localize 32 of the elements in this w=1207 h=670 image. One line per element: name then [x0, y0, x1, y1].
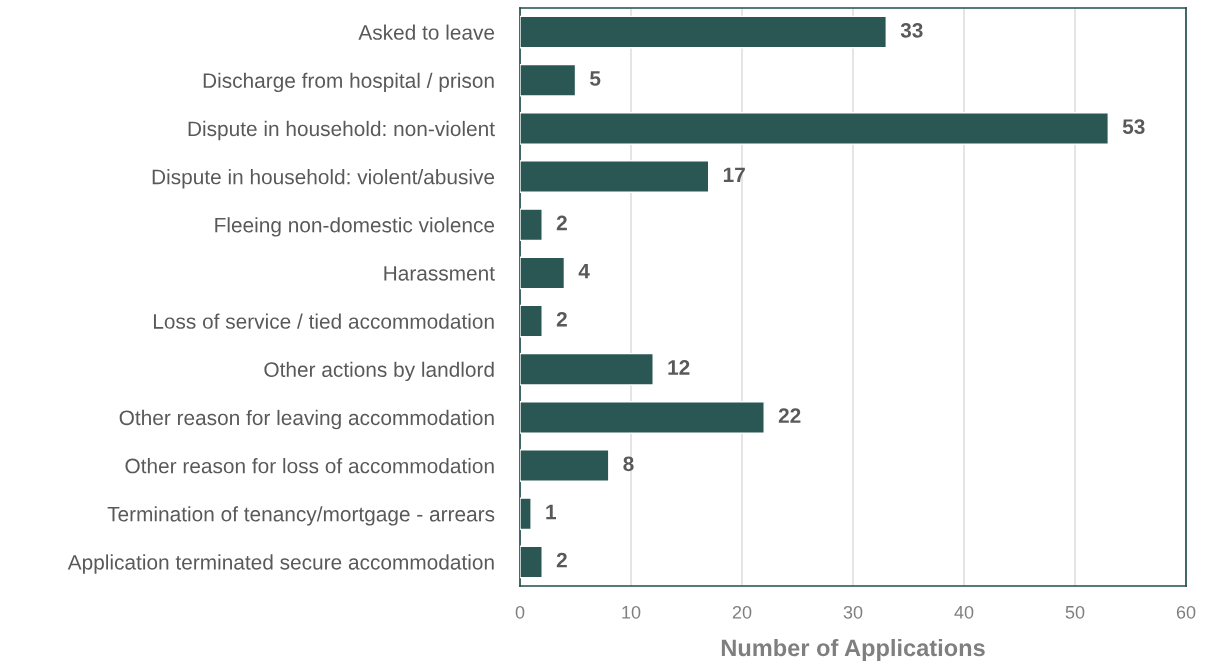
data-label: 2 — [556, 311, 567, 327]
data-label: 12 — [668, 360, 690, 375]
y-tick-label: Loss of service / tied accommodation — [153, 313, 494, 329]
data-label: 4 — [578, 263, 590, 279]
y-tick-label: Asked to leave — [358, 24, 495, 40]
data-label: 2 — [556, 552, 567, 568]
data-label: 8 — [623, 456, 634, 472]
data-label: 33 — [900, 22, 923, 38]
y-tick-label: Termination of tenancy/mortgage - arrears — [107, 506, 495, 526]
x-axis-title: Number of Applications — [721, 638, 985, 661]
x-tick-label: 60 — [1176, 605, 1196, 619]
y-tick-label: Dispute in household: non-violent — [188, 120, 495, 141]
x-tick-label: 40 — [954, 605, 974, 619]
data-label: 53 — [1122, 119, 1145, 135]
y-tick-label: Harassment — [384, 266, 495, 281]
data-label: 22 — [778, 408, 801, 423]
y-tick-label: Fleeing non-domestic violence — [215, 217, 495, 237]
data-label: 17 — [723, 167, 745, 182]
x-tick-label: 0 — [515, 605, 525, 619]
y-tick-label: Other reason for leaving accommodation — [119, 409, 494, 430]
y-tick-label: Discharge from hospital / prison — [203, 72, 494, 93]
data-label: 5 — [590, 71, 601, 86]
y-tick-label: Application terminated secure accommodation — [67, 554, 494, 574]
data-label: 2 — [556, 215, 567, 231]
x-tick-label: 50 — [1065, 605, 1085, 619]
y-tick-label: Dispute in household: violent/abusive — [152, 169, 495, 189]
x-tick-label: 30 — [843, 605, 863, 619]
data-label: 1 — [546, 504, 556, 520]
y-tick-label: Other actions by landlord — [264, 361, 494, 382]
x-tick-label: 20 — [732, 605, 752, 619]
y-tick-label: Other reason for loss of accommodation — [125, 458, 494, 474]
x-tick-label: 10 — [622, 605, 641, 619]
